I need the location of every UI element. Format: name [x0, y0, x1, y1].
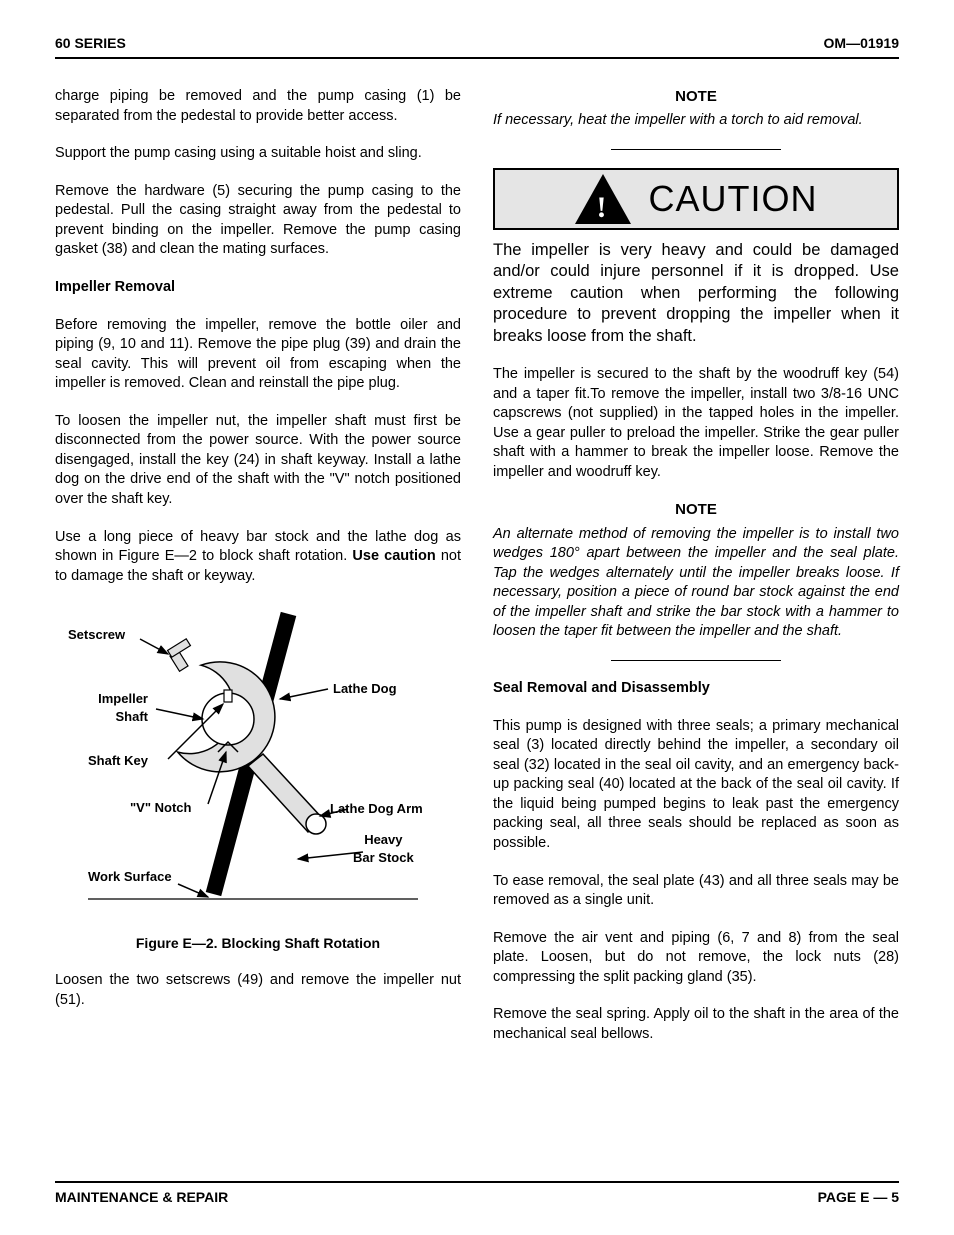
warning-triangle-icon [575, 174, 631, 224]
emphasis-use-caution: Use caution [352, 548, 435, 564]
note-rule [611, 660, 781, 661]
header-left: 60 SERIES [55, 35, 126, 51]
paragraph: This pump is designed with three seals; … [493, 717, 899, 854]
content-columns: charge piping be removed and the pump ca… [55, 87, 899, 1062]
paragraph: Remove the air vent and piping (6, 7 and… [493, 929, 899, 988]
paragraph: Remove the hardware (5) securing the pum… [55, 182, 461, 260]
label-impeller-shaft: Impeller Shaft [78, 690, 148, 725]
caution-label: CAUTION [649, 175, 818, 224]
paragraph: charge piping be removed and the pump ca… [55, 87, 461, 126]
label-lathe-dog-arm: Lathe Dog Arm [330, 800, 423, 818]
figure-caption: Figure E—2. Blocking Shaft Rotation [55, 934, 461, 953]
label-work-surface: Work Surface [88, 868, 172, 886]
note-heading: NOTE [493, 500, 899, 520]
right-column: NOTE If necessary, heat the impeller wit… [493, 87, 899, 1062]
paragraph: To loosen the impeller nut, the impeller… [55, 412, 461, 510]
section-heading-seal-removal: Seal Removal and Disassembly [493, 679, 899, 699]
text-span: Heavy [364, 832, 402, 847]
paragraph: Before removing the impeller, remove the… [55, 316, 461, 394]
header-right: OM—01919 [824, 35, 899, 51]
label-shaft-key: Shaft Key [88, 752, 148, 770]
left-column: charge piping be removed and the pump ca… [55, 87, 461, 1062]
caution-box: CAUTION [493, 168, 899, 230]
paragraph: Remove the seal spring. Apply oil to the… [493, 1005, 899, 1044]
footer-left: MAINTENANCE & REPAIR [55, 1189, 228, 1205]
paragraph: To ease removal, the seal plate (43) and… [493, 872, 899, 911]
label-v-notch: "V" Notch [130, 799, 191, 817]
section-heading-impeller-removal: Impeller Removal [55, 278, 461, 298]
paragraph: Support the pump casing using a suitable… [55, 144, 461, 164]
note-rule [611, 149, 781, 150]
caution-text: The impeller is very heavy and could be … [493, 240, 899, 347]
note-body: An alternate method of removing the impe… [493, 525, 899, 642]
page-header: 60 SERIES OM—01919 [55, 35, 899, 59]
page-footer: MAINTENANCE & REPAIR PAGE E — 5 [55, 1181, 899, 1205]
text-span: Bar Stock [353, 850, 414, 865]
page: 60 SERIES OM—01919 charge piping be remo… [0, 0, 954, 1235]
paragraph: Use a long piece of heavy bar stock and … [55, 528, 461, 587]
label-lathe-dog: Lathe Dog [333, 680, 397, 698]
text-span: Shaft [116, 709, 149, 724]
note-heading: NOTE [493, 87, 899, 107]
note-body: If necessary, heat the impeller with a t… [493, 111, 899, 131]
figure-e2: Setscrew Impeller Shaft Shaft Key "V" No… [68, 604, 448, 924]
footer-right: PAGE E — 5 [818, 1189, 899, 1205]
paragraph: Loosen the two setscrews (49) and remove… [55, 971, 461, 1010]
paragraph: The impeller is secured to the shaft by … [493, 365, 899, 482]
label-setscrew: Setscrew [68, 626, 125, 644]
text-span: Impeller [98, 691, 148, 706]
label-heavy-bar-stock: Heavy Bar Stock [353, 831, 414, 866]
